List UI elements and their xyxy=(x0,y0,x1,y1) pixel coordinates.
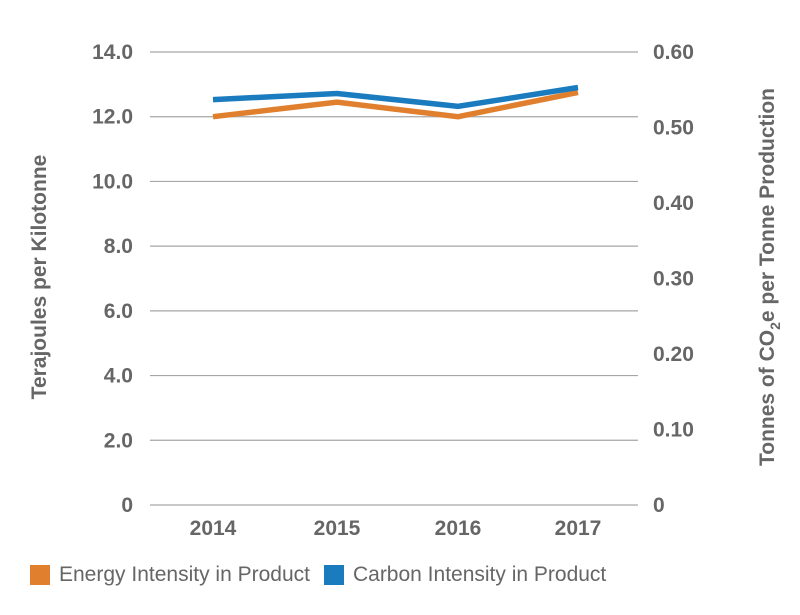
right-tick-label: 0.20 xyxy=(653,343,694,366)
x-axis-ticks: 2014 2015 2016 2017 xyxy=(190,517,602,540)
left-tick-label: 8.0 xyxy=(104,235,133,258)
right-tick-label: 0.50 xyxy=(653,117,694,140)
legend-label-carbon: Carbon Intensity in Product xyxy=(352,563,607,586)
right-axis-title: Tonnes of CO2e per Tonne Production xyxy=(756,88,783,466)
left-tick-label: 4.0 xyxy=(104,365,133,388)
right-tick-label: 0 xyxy=(653,494,665,517)
legend-label-energy: Energy Intensity in Product xyxy=(59,563,310,586)
x-tick-label: 2017 xyxy=(555,517,602,540)
x-tick-label: 2015 xyxy=(314,517,361,540)
left-tick-label: 6.0 xyxy=(104,300,133,323)
right-axis-title-part3: e per Tonne Production xyxy=(756,88,779,322)
left-tick-label: 0 xyxy=(121,494,133,517)
right-tick-label: 0.60 xyxy=(653,41,694,64)
chart: 02.04.06.08.010.012.014.0 00.100.200.300… xyxy=(28,41,783,540)
left-tick-label: 14.0 xyxy=(92,41,133,64)
left-tick-label: 2.0 xyxy=(104,429,133,452)
right-axis-title-part1: Tonnes of CO xyxy=(756,330,779,466)
x-tick-label: 2016 xyxy=(435,517,482,540)
legend-item-carbon: Carbon Intensity in Product xyxy=(323,563,607,587)
x-tick-label: 2014 xyxy=(190,517,237,540)
right-tick-label: 0.30 xyxy=(653,268,694,291)
series-lines xyxy=(212,84,579,120)
right-axis-title-subscript: 2 xyxy=(767,322,783,330)
right-axis-ticks: 0 0.10 0.20 0.30 0.40 0.50 0.60 xyxy=(653,41,694,517)
left-tick-label: 12.0 xyxy=(92,106,133,129)
left-tick-label: 10.0 xyxy=(92,170,133,193)
left-axis-title: Terajoules per Kilotonne xyxy=(28,155,51,400)
legend-swatch-carbon xyxy=(323,565,344,585)
right-tick-label: 0.40 xyxy=(653,192,694,215)
legend: Energy Intensity in Product Carbon Inten… xyxy=(30,563,620,587)
right-tick-label: 0.10 xyxy=(653,419,694,442)
legend-swatch-energy xyxy=(30,565,50,585)
legend-item-energy: Energy Intensity in Product xyxy=(30,563,310,587)
gridlines xyxy=(150,51,638,506)
energy-intensity-line xyxy=(212,89,579,120)
carbon-intensity-line xyxy=(212,84,579,110)
left-axis-ticks: 0 2.0 4.0 6.0 8.0 10.0 12.0 14.0 xyxy=(92,41,133,517)
